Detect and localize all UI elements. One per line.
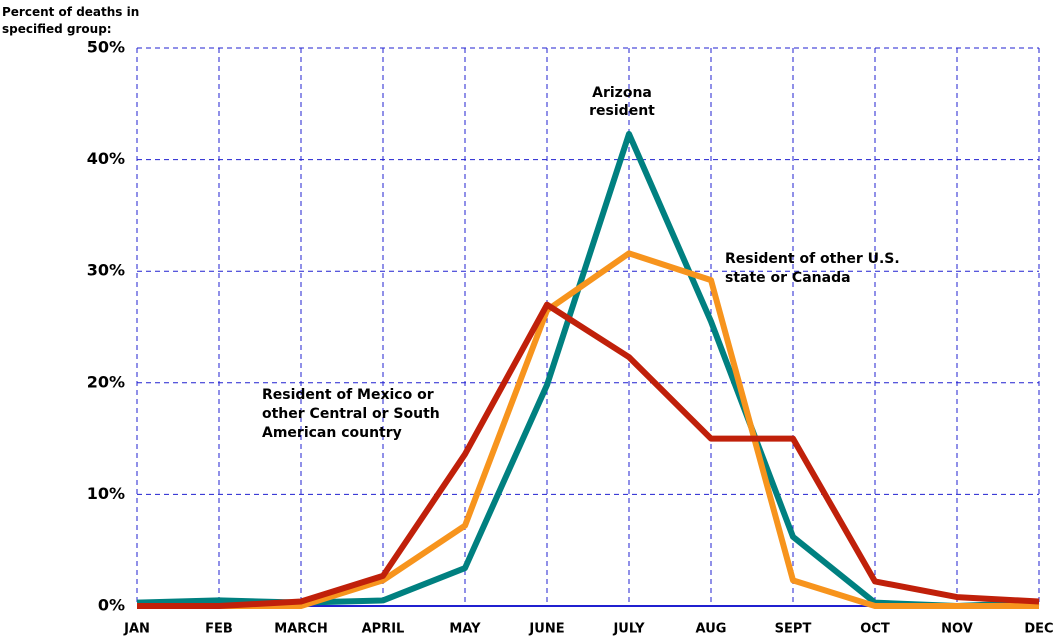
y-tick-label: 10% xyxy=(87,484,125,503)
x-tick-label: SEPT xyxy=(775,622,812,637)
series-label: Resident of other U.S. state or Canada xyxy=(725,251,900,286)
x-tick-label: FEB xyxy=(205,622,233,637)
series-label: Resident of Mexico or other Central or S… xyxy=(262,387,440,441)
series-label: Arizona resident xyxy=(589,85,655,119)
x-tick-label: JULY xyxy=(612,622,645,637)
x-tick-label: OCT xyxy=(860,622,890,637)
x-tick-label: JAN xyxy=(123,622,150,637)
series-line xyxy=(137,250,1039,609)
x-tick-label: NOV xyxy=(941,622,973,637)
y-axis-title: Percent of deaths in specified group: xyxy=(2,5,140,36)
y-tick-label: 30% xyxy=(87,261,125,280)
x-tick-label: MAY xyxy=(449,622,481,637)
y-tick-label: 0% xyxy=(98,596,125,615)
x-tick-label: AUG xyxy=(696,622,727,637)
series-line xyxy=(137,301,1040,609)
x-tick-label: JUNE xyxy=(528,622,564,637)
y-tick-label: 40% xyxy=(87,149,125,168)
y-tick-label: 50% xyxy=(87,38,125,57)
series-line xyxy=(136,130,1040,609)
y-tick-label: 20% xyxy=(87,372,125,391)
x-tick-label: APRIL xyxy=(362,622,405,637)
x-tick-label: MARCH xyxy=(274,622,327,637)
x-tick-label: DEC xyxy=(1024,622,1053,637)
